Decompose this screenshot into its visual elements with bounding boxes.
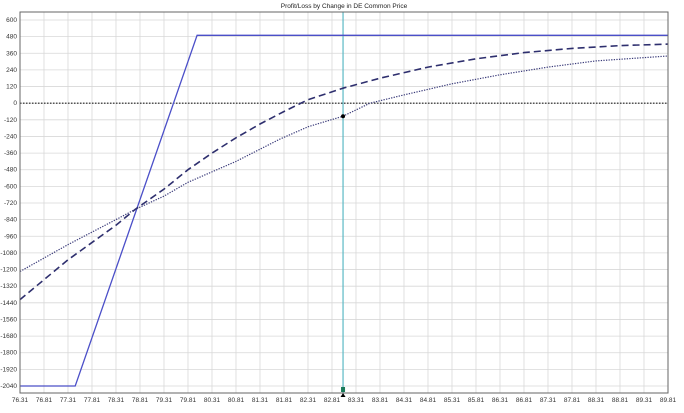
x-tick-label: 78.81 bbox=[132, 397, 149, 404]
x-tick-label: 82.31 bbox=[300, 397, 317, 404]
y-tick-label: -1440 bbox=[0, 300, 17, 307]
x-tick-label: 76.81 bbox=[36, 397, 53, 404]
y-tick-label: -600 bbox=[4, 183, 17, 190]
x-tick-label: 81.31 bbox=[252, 397, 269, 404]
x-tick-label: 84.31 bbox=[396, 397, 413, 404]
x-tick-label: 81.81 bbox=[276, 397, 293, 404]
x-tick-label: 77.81 bbox=[84, 397, 101, 404]
x-tick-label: 79.81 bbox=[180, 397, 197, 404]
x-tick-label: 76.31 bbox=[12, 397, 29, 404]
y-tick-label: 120 bbox=[6, 84, 17, 91]
y-axis-ticks: 600 480 360 240 120 0 -120 -240 -360 -480 -600 -720… bbox=[0, 17, 17, 390]
x-tick-label: 86.81 bbox=[516, 397, 533, 404]
grid bbox=[19, 12, 669, 393]
x-tick-label: 87.81 bbox=[564, 397, 581, 404]
x-tick-label: 86.31 bbox=[492, 397, 509, 404]
y-tick-label: -1320 bbox=[0, 283, 17, 290]
x-tick-label: 89.81 bbox=[660, 397, 677, 404]
x-tick-label: 77.31 bbox=[60, 397, 77, 404]
x-tick-label: 83.31 bbox=[348, 397, 365, 404]
y-tick-label: 360 bbox=[6, 50, 17, 57]
y-tick-label: -480 bbox=[4, 167, 17, 174]
y-tick-label: -120 bbox=[4, 117, 17, 124]
x-axis-ticks: 76.31 76.81 77.31 77.81 78.31 78.81 79.31 79.81… bbox=[12, 397, 677, 404]
price-marker bbox=[341, 387, 346, 392]
y-tick-label: -960 bbox=[4, 233, 17, 240]
x-tick-label: 80.31 bbox=[204, 397, 221, 404]
x-tick-label: 87.31 bbox=[540, 397, 557, 404]
y-tick-label: -2040 bbox=[0, 383, 17, 390]
price-marker-arrow-icon bbox=[340, 393, 346, 397]
y-tick-label: -840 bbox=[4, 217, 17, 224]
plot-frame bbox=[19, 11, 669, 394]
y-tick-label: -1560 bbox=[0, 316, 17, 323]
x-tick-label: 79.31 bbox=[156, 397, 173, 404]
x-tick-label: 88.81 bbox=[612, 397, 629, 404]
x-tick-label: 82.81 bbox=[324, 397, 341, 404]
chart-title: Profit/Loss by Change in DE Common Price bbox=[281, 3, 408, 10]
series-solid-line bbox=[20, 34, 668, 387]
x-tick-label: 85.81 bbox=[468, 397, 485, 404]
series-dotted-line bbox=[19, 55, 669, 273]
x-tick-label: 89.31 bbox=[636, 397, 653, 404]
y-tick-label: -1920 bbox=[0, 366, 17, 373]
y-tick-label: -1080 bbox=[0, 250, 17, 257]
x-tick-label: 78.31 bbox=[108, 397, 125, 404]
x-tick-label: 83.81 bbox=[372, 397, 389, 404]
y-tick-label: 240 bbox=[6, 67, 17, 74]
x-tick-label: 80.81 bbox=[228, 397, 245, 404]
y-tick-label: -1800 bbox=[0, 350, 17, 357]
y-tick-label: -720 bbox=[4, 200, 17, 207]
x-tick-label: 85.31 bbox=[444, 397, 461, 404]
y-tick-label: -1200 bbox=[0, 267, 17, 274]
series-lines bbox=[19, 12, 669, 397]
x-tick-label: 88.31 bbox=[588, 397, 605, 404]
series-dashed-line bbox=[19, 43, 669, 301]
y-tick-label: -360 bbox=[4, 150, 17, 157]
y-tick-label: 600 bbox=[6, 17, 17, 24]
y-tick-label: -240 bbox=[4, 133, 17, 140]
x-tick-label: 84.81 bbox=[420, 397, 437, 404]
y-tick-label: 0 bbox=[13, 100, 17, 107]
y-tick-label: -1680 bbox=[0, 333, 17, 340]
current-point-dot bbox=[341, 114, 346, 119]
y-tick-label: 480 bbox=[6, 34, 17, 41]
